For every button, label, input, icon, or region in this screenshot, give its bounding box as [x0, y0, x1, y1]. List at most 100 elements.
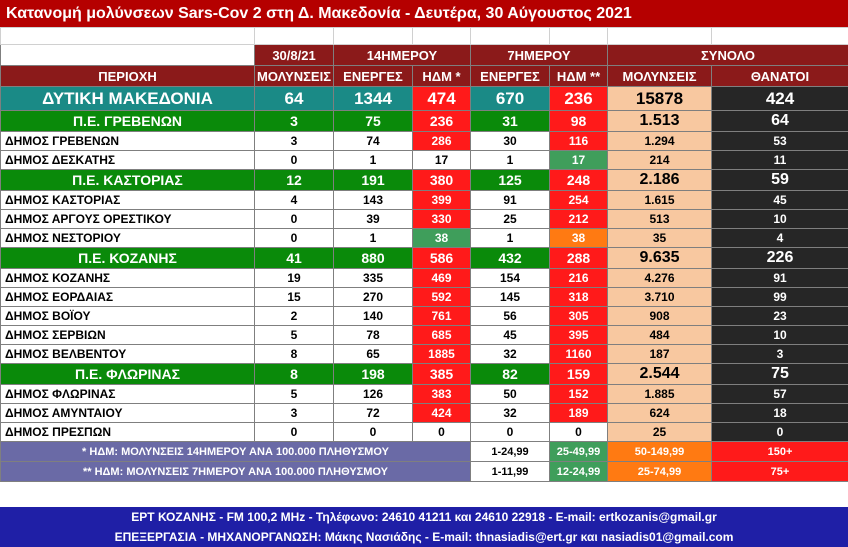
- hdm-14-cell: 330: [412, 209, 471, 229]
- infections-cell: 41: [254, 247, 334, 269]
- active-14-cell: 1: [333, 150, 413, 170]
- header-row-2: ΠΕΡΙΟΧΗ ΜΟΛΥΝΣΕΙΣ ΕΝΕΡΓΕΣ ΗΔΜ * ΕΝΕΡΓΕΣ …: [0, 65, 848, 87]
- hdm-7-cell: 305: [549, 306, 608, 326]
- deaths-cell: 45: [711, 190, 848, 210]
- deaths-cell: 10: [711, 325, 848, 345]
- total-infections-cell: 214: [607, 150, 712, 170]
- municipality-row: ΔΗΜΟΣ ΝΕΣΤΟΡΙΟΥ 0 1 38 1 38 35 4: [0, 228, 848, 248]
- row-name: ΔΗΜΟΣ ΑΡΓΟΥΣ ΟΡΕΣΤΙΚΟΥ: [0, 209, 255, 229]
- legend-row: * ΗΔΜ: ΜΟΛΥΝΣΕΙΣ 14ΗΜΕΡΟΥ ΑΝΑ 100.000 ΠΛ…: [0, 441, 848, 462]
- legend-range-orange: 25-74,99: [607, 461, 712, 482]
- deaths-cell: 424: [711, 86, 848, 111]
- deaths-cell: 75: [711, 363, 848, 385]
- total-infections-cell: 624: [607, 403, 712, 423]
- deaths-cell: 10: [711, 209, 848, 229]
- municipality-row: ΔΗΜΟΣ ΔΕΣΚΑΤΗΣ 0 1 17 1 17 214 11: [0, 150, 848, 170]
- hdm-7-cell: 116: [549, 131, 608, 151]
- regional-unit-row: Π.Ε. ΓΡΕΒΕΝΩΝ 3 75 236 31 98 1.513 64: [0, 110, 848, 132]
- total-infections-cell: 15878: [607, 86, 712, 111]
- row-name: ΔΥΤΙΚΗ ΜΑΚΕΔΟΝΙΑ: [0, 86, 255, 111]
- active-7-cell: 32: [470, 403, 550, 423]
- active-14-cell: 65: [333, 344, 413, 364]
- active-7-cell: 56: [470, 306, 550, 326]
- row-name: ΔΗΜΟΣ ΓΡΕΒΕΝΩΝ: [0, 131, 255, 151]
- active-7-cell: 125: [470, 169, 550, 191]
- hdm-14-cell: 1885: [412, 344, 471, 364]
- active-7-cell: 145: [470, 287, 550, 307]
- row-name: Π.Ε. ΚΟΖΑΝΗΣ: [0, 247, 255, 269]
- deaths-cell: 99: [711, 287, 848, 307]
- deaths-cell: 53: [711, 131, 848, 151]
- header-blank: [0, 44, 255, 66]
- municipality-row: ΔΗΜΟΣ ΠΡΕΣΠΩΝ 0 0 0 0 0 25 0: [0, 422, 848, 442]
- header-hdm-14: ΗΔΜ *: [412, 65, 471, 87]
- infections-cell: 15: [254, 287, 334, 307]
- active-14-cell: 198: [333, 363, 413, 385]
- active-14-cell: 72: [333, 403, 413, 423]
- infections-cell: 3: [254, 110, 334, 132]
- active-14-cell: 1: [333, 228, 413, 248]
- hdm-7-cell: 159: [549, 363, 608, 385]
- total-infections-cell: 1.294: [607, 131, 712, 151]
- hdm-14-cell: 685: [412, 325, 471, 345]
- active-7-cell: 45: [470, 325, 550, 345]
- infections-cell: 12: [254, 169, 334, 191]
- active-7-cell: 670: [470, 86, 550, 111]
- hdm-7-cell: 212: [549, 209, 608, 229]
- total-infections-cell: 9.635: [607, 247, 712, 269]
- header-14day: 14ΗΜΕΡΟΥ: [333, 44, 471, 66]
- infections-cell: 19: [254, 268, 334, 288]
- hdm-7-cell: 236: [549, 86, 608, 111]
- legend-range-white: 1-11,99: [470, 461, 550, 482]
- active-7-cell: 25: [470, 209, 550, 229]
- total-infections-cell: 4.276: [607, 268, 712, 288]
- row-name: ΔΗΜΟΣ ΚΟΖΑΝΗΣ: [0, 268, 255, 288]
- hdm-14-cell: 474: [412, 86, 471, 111]
- header-hdm-7: ΗΔΜ **: [549, 65, 608, 87]
- municipality-row: ΔΗΜΟΣ ΦΛΩΡΙΝΑΣ 5 126 383 50 152 1.885 57: [0, 384, 848, 404]
- header-active-14: ΕΝΕΡΓΕΣ: [333, 65, 413, 87]
- regional-unit-row: Π.Ε. ΦΛΩΡΙΝΑΣ 8 198 385 82 159 2.544 75: [0, 363, 848, 385]
- hdm-7-cell: 395: [549, 325, 608, 345]
- active-14-cell: 75: [333, 110, 413, 132]
- hdm-14-cell: 380: [412, 169, 471, 191]
- active-14-cell: 126: [333, 384, 413, 404]
- hdm-14-cell: 424: [412, 403, 471, 423]
- hdm-7-cell: 38: [549, 228, 608, 248]
- header-7day: 7ΗΜΕΡΟΥ: [470, 44, 608, 66]
- active-7-cell: 50: [470, 384, 550, 404]
- infections-cell: 3: [254, 131, 334, 151]
- hdm-7-cell: 216: [549, 268, 608, 288]
- active-14-cell: 143: [333, 190, 413, 210]
- active-14-cell: 335: [333, 268, 413, 288]
- municipality-row: ΔΗΜΟΣ ΑΡΓΟΥΣ ΟΡΕΣΤΙΚΟΥ 0 39 330 25 212 513 10: [0, 209, 848, 229]
- hdm-7-cell: 1160: [549, 344, 608, 364]
- hdm-14-cell: 38: [412, 228, 471, 248]
- header-area: ΠΕΡΙΟΧΗ: [0, 65, 255, 87]
- infections-cell: 8: [254, 344, 334, 364]
- deaths-cell: 11: [711, 150, 848, 170]
- header-active-7: ΕΝΕΡΓΕΣ: [470, 65, 550, 87]
- deaths-cell: 57: [711, 384, 848, 404]
- active-7-cell: 31: [470, 110, 550, 132]
- total-infections-cell: 908: [607, 306, 712, 326]
- row-name: Π.Ε. ΓΡΕΒΕΝΩΝ: [0, 110, 255, 132]
- infections-cell: 2: [254, 306, 334, 326]
- legend-note: ** ΗΔΜ: ΜΟΛΥΝΣΕΙΣ 7ΗΜΕΡΟΥ ΑΝΑ 100.000 ΠΛ…: [0, 461, 471, 482]
- active-7-cell: 1: [470, 150, 550, 170]
- row-name: ΔΗΜΟΣ ΦΛΩΡΙΝΑΣ: [0, 384, 255, 404]
- header-date: 30/8/21: [254, 44, 334, 66]
- header-deaths: ΘΑΝΑΤΟΙ: [711, 65, 848, 87]
- hdm-7-cell: 0: [549, 422, 608, 442]
- deaths-cell: 4: [711, 228, 848, 248]
- municipality-row: ΔΗΜΟΣ ΣΕΡΒΙΩΝ 5 78 685 45 395 484 10: [0, 325, 848, 345]
- header-infections: ΜΟΛΥΝΣΕΙΣ: [254, 65, 334, 87]
- active-14-cell: 140: [333, 306, 413, 326]
- municipality-row: ΔΗΜΟΣ ΚΑΣΤΟΡΙΑΣ 4 143 399 91 254 1.615 45: [0, 190, 848, 210]
- legend-range-green: 25-49,99: [549, 441, 608, 462]
- total-infections-cell: 3.710: [607, 287, 712, 307]
- total-infections-cell: 35: [607, 228, 712, 248]
- deaths-cell: 226: [711, 247, 848, 269]
- total-infections-cell: 1.885: [607, 384, 712, 404]
- hdm-7-cell: 98: [549, 110, 608, 132]
